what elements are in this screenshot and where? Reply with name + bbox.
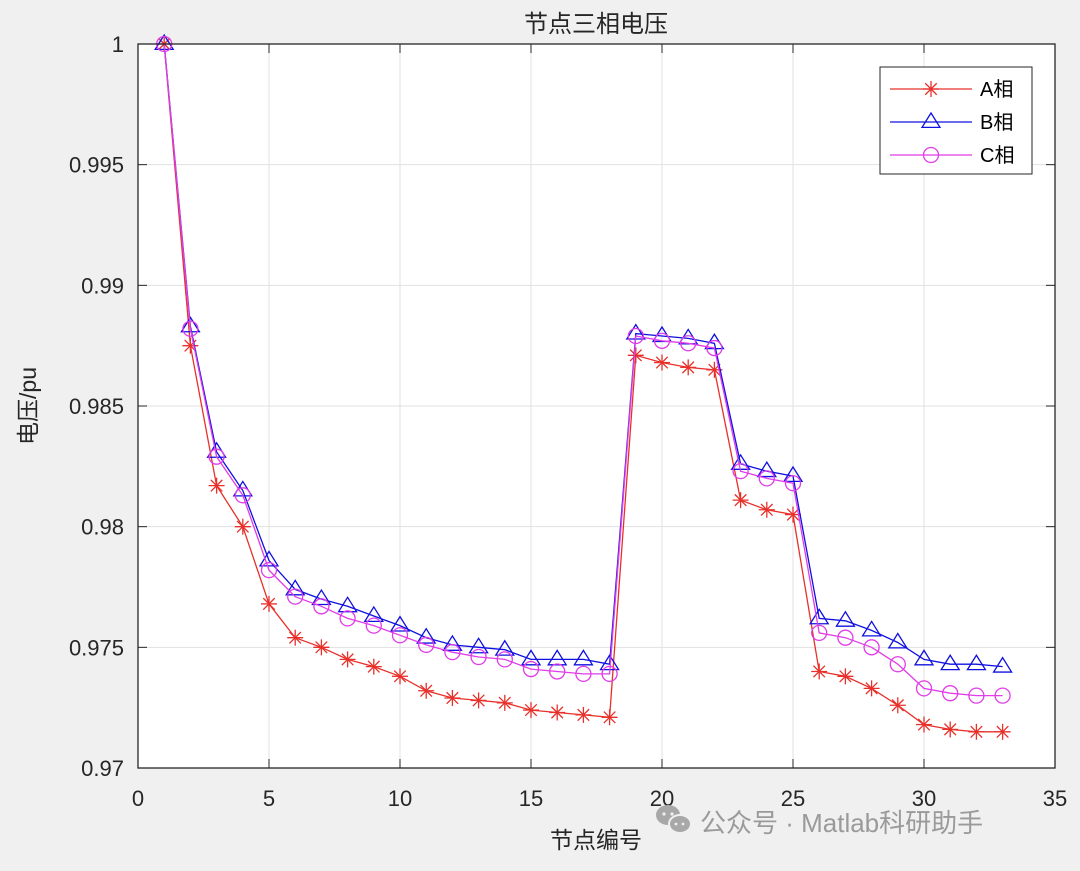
legend-item[interactable]: A相	[890, 78, 1013, 101]
x-tick-label: 15	[519, 786, 543, 811]
x-axis-label: 节点编号	[550, 827, 642, 853]
x-tick-label: 35	[1043, 786, 1067, 811]
legend-label: C相	[980, 144, 1014, 167]
axis-ticks: 0 5 10 15 20 25 30 350.970.9750.980.9850.990.99…	[69, 32, 1067, 811]
wechat-icon	[656, 805, 692, 834]
y-tick-label: 0.995	[69, 153, 124, 178]
x-tick-label: 5	[263, 786, 275, 811]
legend-item[interactable]: B相	[890, 111, 1013, 134]
legend-label: A相	[980, 78, 1013, 101]
y-tick-label: 0.985	[69, 394, 124, 419]
y-tick-label: 0.975	[69, 635, 124, 660]
series-layer	[154, 33, 1013, 740]
legend[interactable]: A相 B相 C相	[879, 66, 1033, 175]
x-tick-label: 10	[388, 786, 412, 811]
y-tick-label: 0.99	[81, 273, 124, 298]
series-triangle	[154, 33, 1013, 673]
legend-label: B相	[980, 111, 1013, 134]
x-tick-label: 30	[912, 786, 936, 811]
watermark: 公众号 · Matlab科研助手	[656, 805, 983, 838]
x-tick-label: 0	[132, 786, 144, 811]
legend-box	[879, 66, 1033, 175]
y-tick-label: 0.97	[81, 756, 124, 781]
series-circle	[156, 35, 1011, 704]
legend-item[interactable]: C相	[890, 144, 1014, 167]
watermark-text: 公众号 · Matlab科研助手	[700, 808, 983, 838]
y-tick-label: 1	[112, 32, 124, 57]
x-tick-label: 25	[781, 786, 805, 811]
y-tick-label: 0.98	[81, 515, 124, 540]
y-axis-label: 电压/pu	[15, 367, 41, 445]
chart-title: 节点三相电压	[524, 11, 668, 38]
